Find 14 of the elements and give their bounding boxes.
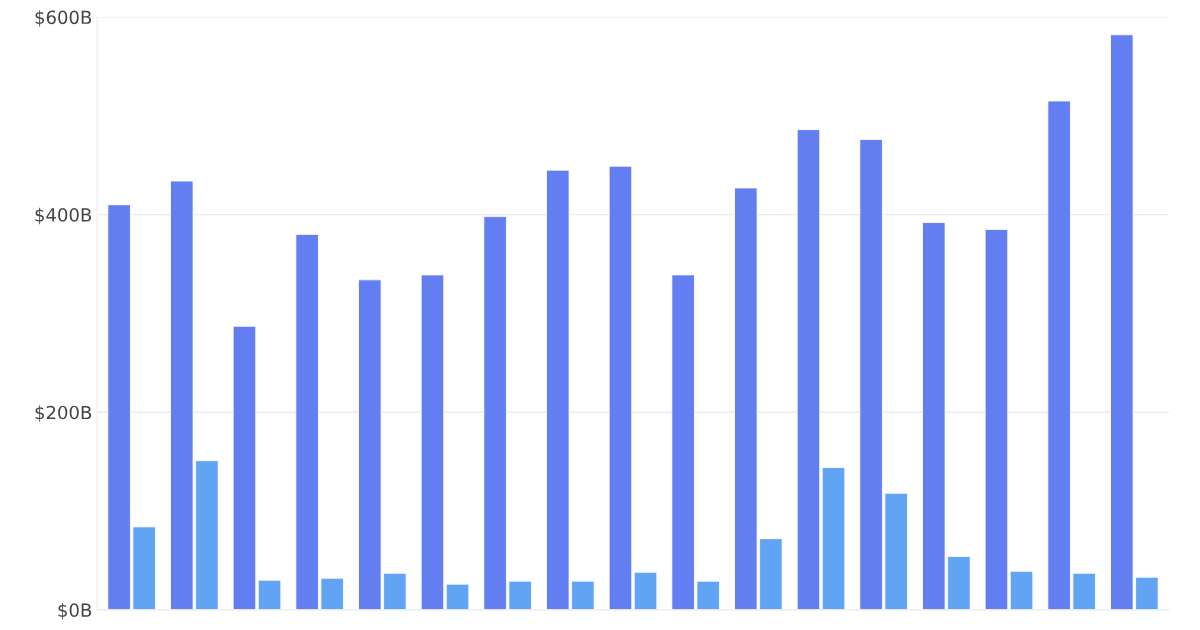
bar <box>796 129 821 610</box>
bar <box>445 583 470 610</box>
bar <box>420 274 445 610</box>
y-tick-label: $600B <box>35 10 92 27</box>
bar <box>984 229 1009 610</box>
y-tick-label: $200B <box>35 405 92 422</box>
bar <box>821 467 846 610</box>
bar <box>633 571 658 610</box>
bar <box>1009 570 1034 610</box>
y-tick-label: $0B <box>58 602 92 620</box>
bar <box>257 579 282 610</box>
bar <box>232 325 257 610</box>
bar <box>608 165 633 610</box>
y-tick-label: $400B <box>35 207 92 225</box>
